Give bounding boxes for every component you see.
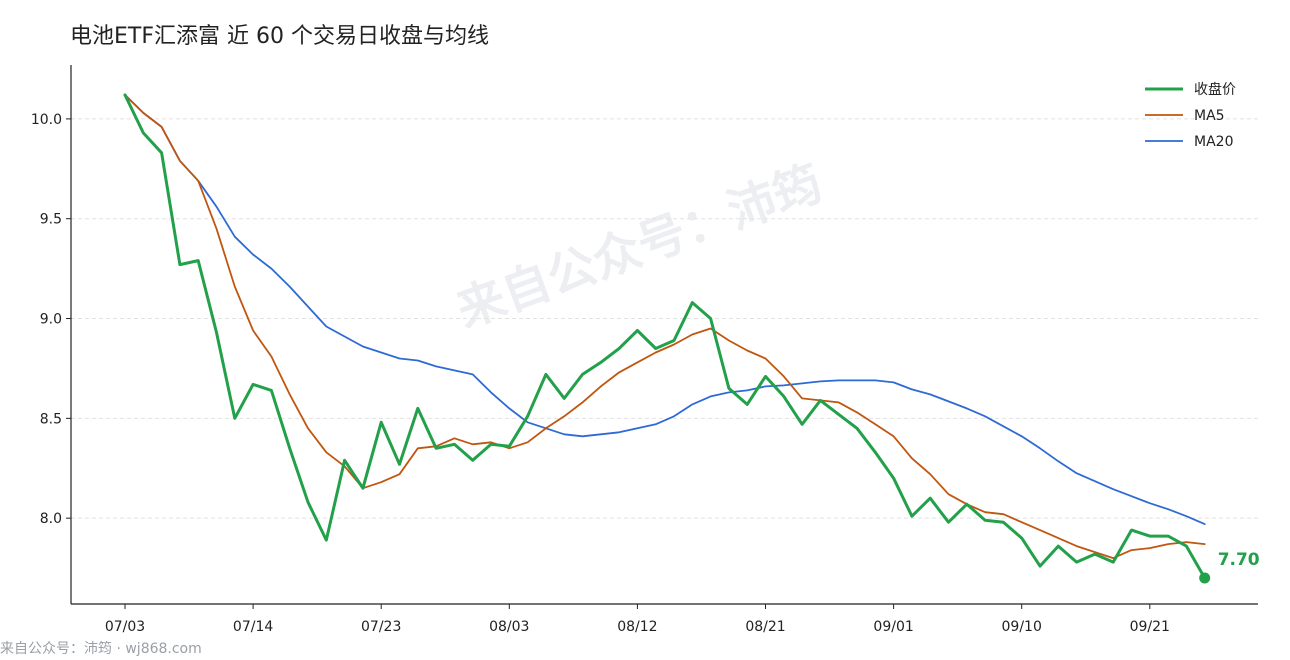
footer-credit: 来自公众号：沛筠 · wj868.com — [0, 641, 202, 657]
chart-title: 电池ETF汇添富 近 60 个交易日收盘与均线 — [70, 24, 489, 49]
series-line-ma5 — [124, 94, 1206, 559]
legend-label: MA20 — [1194, 134, 1233, 150]
x-tick-label: 09/01 — [873, 619, 913, 635]
last-value-label: 7.70 — [1218, 550, 1260, 570]
series-line-ma20 — [124, 94, 1206, 525]
x-tick-label: 09/21 — [1130, 619, 1170, 635]
series-line-close — [123, 93, 1207, 580]
y-tick-label: 8.5 — [40, 411, 62, 427]
x-tick-label: 09/10 — [1002, 619, 1042, 635]
legend-label: MA5 — [1194, 108, 1225, 124]
line-chart: 来自公众号：沛筠 8.0 8.5 9.0 9.5 10.0 07/03 07/14 07/23 0… — [31, 65, 1260, 635]
x-tick-label: 08/21 — [745, 619, 785, 635]
last-point-marker — [1199, 572, 1211, 584]
x-tick-label: 08/12 — [617, 619, 657, 635]
x-tick-label: 07/03 — [105, 619, 145, 635]
y-tick-label: 8.0 — [40, 511, 62, 527]
y-tick-label: 9.0 — [40, 312, 62, 328]
x-tick-label: 07/14 — [233, 619, 273, 635]
y-tick-label: 10.0 — [31, 112, 62, 128]
watermark: 来自公众号：沛筠 — [450, 155, 830, 339]
y-tick-label: 9.5 — [40, 212, 62, 228]
legend-label: 收盘价 — [1194, 81, 1236, 98]
x-tick-label: 07/23 — [361, 619, 401, 635]
x-tick-label: 08/03 — [489, 619, 529, 635]
